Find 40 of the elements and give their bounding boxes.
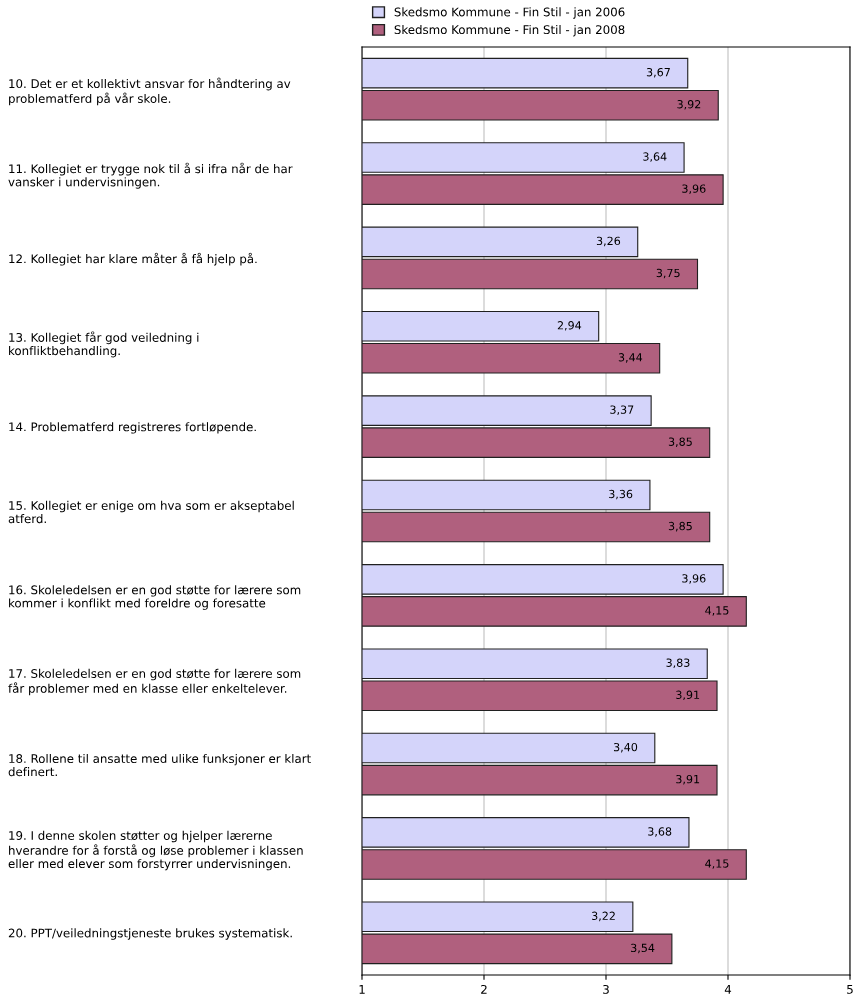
x-tick-label: 1 (359, 985, 365, 994)
data-label: 3,83 (666, 658, 690, 669)
y-tick-label: 12. Kollegiet har klare måter å få hjelp på. (9, 252, 257, 266)
data-label: 2,94 (557, 321, 582, 331)
data-label: 3,40 (613, 742, 638, 753)
data-label: 4,15 (705, 859, 729, 869)
data-label: 3,64 (643, 152, 667, 162)
y-tick-label: 10. Det er et kollektivt ansvar for håndtering av problematferd på vår skole. (9, 77, 291, 106)
data-label: 3,96 (682, 574, 706, 584)
y-tick-label: 19. I denne skolen støtter og hjelper lærerne hverandre for å forstå og løse problemer i klassen eller med elever som forstyrrer undervisningen. (8, 830, 303, 871)
data-label: 3,91 (676, 690, 700, 701)
data-label: 3,37 (610, 405, 634, 415)
data-label: 3,85 (668, 521, 692, 532)
y-tick-label: 20. PPT/veiledningstjeneste brukes systematisk. (8, 928, 292, 940)
x-tick-label: 4 (724, 985, 732, 994)
y-tick-label: 15. Kollegiet er enige om hva som er akseptabel atferd. (8, 500, 294, 524)
data-label: 4,15 (705, 606, 729, 616)
data-label: 3,75 (656, 268, 680, 279)
y-tick-label: 17. Skoleledelsen er en god støtte for lærere som får problemer med en klasse eller enkeltelever. (8, 668, 301, 696)
y-tick-label: 13. Kollegiet får god veiledning i konfliktbehandling. (9, 331, 199, 358)
data-label: 3,44 (618, 353, 643, 363)
x-tick-label: 3 (603, 984, 609, 994)
y-tick-label: 11. Kollegiet er trygge nok til å si ifra når de har vansker i undervisningen. (8, 162, 293, 189)
data-label: 3,26 (596, 236, 621, 247)
legend-label: Skedsmo Kommune - Fin Stil - jan 2008 (394, 24, 625, 37)
y-tick-label: 16. Skoleledelsen er en god støtte for lærere som kommer i konflikt med foreldre og foresatte (9, 585, 301, 610)
data-label: 3,67 (646, 67, 670, 78)
data-label: 3,85 (668, 437, 692, 448)
x-tick-label: 2 (481, 984, 487, 994)
data-label: 3,36 (609, 489, 633, 500)
data-label: 3,22 (592, 911, 615, 922)
data-label: 3,91 (676, 774, 700, 785)
y-tick-label: 14. Problematferd registreres fortløpende. (9, 422, 256, 434)
x-tick-label: 5 (847, 985, 853, 994)
data-label: 3,54 (631, 943, 655, 954)
legend-label: Skedsmo Kommune - Fin Stil - jan 2006 (394, 7, 625, 19)
data-label: 3,68 (648, 827, 672, 837)
data-label: 3,92 (677, 100, 701, 110)
data-label: 3,96 (682, 184, 706, 194)
y-tick-label: 18. Rollene til ansatte med ulike funksjoner er klart definert. (8, 753, 311, 777)
